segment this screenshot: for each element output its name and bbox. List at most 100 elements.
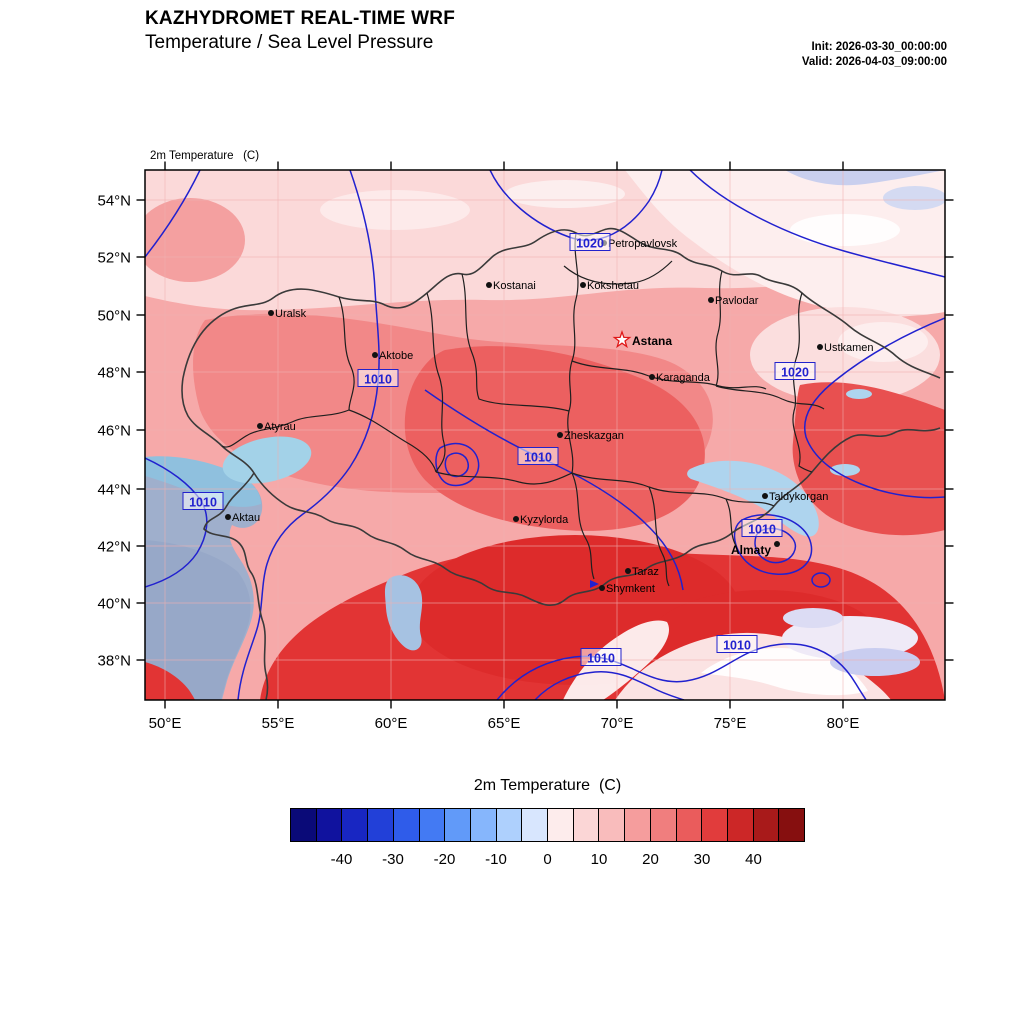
- city-dot: [557, 432, 563, 438]
- lon-tick-label: 55°E: [262, 715, 295, 732]
- pressure-label-text: 1010: [723, 639, 751, 653]
- colorbar-segment-18: [753, 809, 780, 841]
- pressure-labels-layer: 1020 1010 1020 1010 1010 1010 1010 1010: [182, 233, 816, 666]
- city-label: Kyzylorda: [520, 514, 569, 526]
- lat-tick-label: 46°N: [97, 423, 131, 440]
- city-label: Kokshetau: [587, 280, 639, 292]
- colorbar-tick-label: 30: [693, 851, 711, 868]
- colorbar-tick-label: -10: [485, 851, 507, 868]
- colorbar-segment-2: [342, 809, 369, 841]
- city-label: Uralsk: [275, 308, 307, 320]
- pressure-label-box: [741, 519, 783, 537]
- city-label: Zheskazgan: [564, 430, 624, 442]
- city-dot: [817, 344, 823, 350]
- city-karaganda: Karaganda: [649, 372, 711, 384]
- city-label: Pavlodar: [715, 295, 759, 307]
- colorbar-tick-label: 0: [543, 851, 552, 868]
- temperature-field: [145, 170, 945, 700]
- city-kyzylorda: Kyzylorda: [513, 514, 569, 526]
- city-dot: [762, 493, 768, 499]
- city-label: Taldykorgan: [769, 491, 828, 503]
- pressure-label-box: [182, 492, 224, 510]
- city-kostanai: Kostanai: [486, 280, 536, 292]
- pressure-label-1010: 1010: [716, 635, 758, 653]
- city-taldykorgan: Taldykorgan: [762, 491, 828, 503]
- pressure-label-text: 1010: [364, 373, 392, 387]
- run-info: Init: 2026-03-30_00:00:00 Valid: 2026-04…: [802, 40, 947, 70]
- capital-label: Astana: [632, 334, 672, 348]
- lat-tick-label: 38°N: [97, 653, 131, 670]
- colorbar-tick-label: -20: [433, 851, 456, 868]
- city-dot: [708, 297, 714, 303]
- city-dot: [774, 541, 780, 547]
- city-aktau: Aktau: [225, 512, 260, 524]
- city-label: Almaty: [731, 543, 771, 557]
- lat-tick-label: 48°N: [97, 365, 131, 382]
- pressure-label-text: 1020: [576, 237, 604, 251]
- page-subtitle: Temperature / Sea Level Pressure: [145, 32, 434, 53]
- pressure-label-text: 1010: [748, 523, 776, 537]
- lon-tick-label: 65°E: [488, 715, 521, 732]
- lon-tick-label: 50°E: [149, 715, 182, 732]
- city-dot: [580, 282, 586, 288]
- lat-tick-label: 54°N: [97, 193, 131, 210]
- pressure-label-1010: 1010: [357, 369, 399, 387]
- pressure-label-box: [569, 233, 611, 251]
- colorbar-segments: [290, 808, 805, 842]
- city-dot: [649, 374, 655, 380]
- city-dot: [513, 516, 519, 522]
- city-dot: [257, 423, 263, 429]
- graticule: [145, 170, 945, 700]
- colorbar-segment-8: [496, 809, 523, 841]
- pressure-label-text: 1020: [781, 366, 809, 380]
- axis-layer: 54°N 52°N 50°N 48°N 46°N 44°N 42°N 40°N 38°N 50°E…: [97, 161, 954, 732]
- lat-tick-label: 52°N: [97, 250, 131, 267]
- weather-map: Petropavlovsk Kostanai Kokshetau Pavlodar Ur…: [97, 161, 954, 732]
- city-label: Atyrau: [264, 421, 296, 433]
- colorbar-tick-label: 40: [745, 851, 762, 868]
- oblast-borders: [221, 232, 825, 587]
- colorbar-segment-13: [625, 809, 651, 841]
- city-kokshetau: Kokshetau: [580, 280, 639, 292]
- pressure-label-1010: 1010: [741, 519, 783, 537]
- colorbar-segment-16: [702, 809, 728, 841]
- lat-tick-label: 44°N: [97, 482, 131, 499]
- city-label: Shymkent: [606, 583, 655, 595]
- pressure-label-1010: 1010: [580, 648, 622, 666]
- colorbar-segment-17: [727, 809, 754, 841]
- pressure-label-box: [716, 635, 758, 653]
- city-label: Petropavlovsk: [608, 238, 678, 250]
- national-border: [181, 227, 941, 700]
- lon-tick-label: 60°E: [375, 715, 408, 732]
- city-label: Karaganda: [656, 372, 711, 384]
- pressure-label-1010: 1010: [182, 492, 224, 510]
- city-dot: [486, 282, 492, 288]
- pressure-label-1020: 1020: [774, 362, 816, 380]
- city-dot: [372, 352, 378, 358]
- lon-tick-label: 70°E: [601, 715, 634, 732]
- city-dot: [599, 585, 605, 591]
- pressure-label-text: 1010: [587, 652, 615, 666]
- pressure-contours: [145, 170, 945, 700]
- city-shymkent: Shymkent: [590, 580, 655, 595]
- colorbar-segment-3: [368, 809, 394, 841]
- colorbar-tick-label: 20: [642, 851, 659, 868]
- colorbar-segment-0: [291, 809, 317, 841]
- colorbar-segment-10: [548, 809, 574, 841]
- page-title: KAZHYDROMET REAL-TIME WRF: [145, 8, 456, 29]
- lat-tick-label: 50°N: [97, 308, 131, 325]
- colorbar-ticklabels: -40 -30 -20 -10 0 10 20 30 40: [290, 851, 805, 871]
- city-aktobe: Aktobe: [372, 350, 413, 362]
- colorbar-segment-19: [779, 809, 805, 841]
- colorbar-segment-7: [470, 809, 497, 841]
- colorbar-segment-5: [419, 809, 446, 841]
- colorbar-segment-15: [676, 809, 703, 841]
- pressure-label-box: [580, 648, 622, 666]
- colorbar-segment-11: [573, 809, 600, 841]
- city-taraz: Taraz: [625, 566, 659, 578]
- city-label: Taraz: [632, 566, 659, 578]
- pressure-label-1010: 1010: [517, 447, 559, 465]
- pressure-label-box: [774, 362, 816, 380]
- colorbar-segment-12: [599, 809, 626, 841]
